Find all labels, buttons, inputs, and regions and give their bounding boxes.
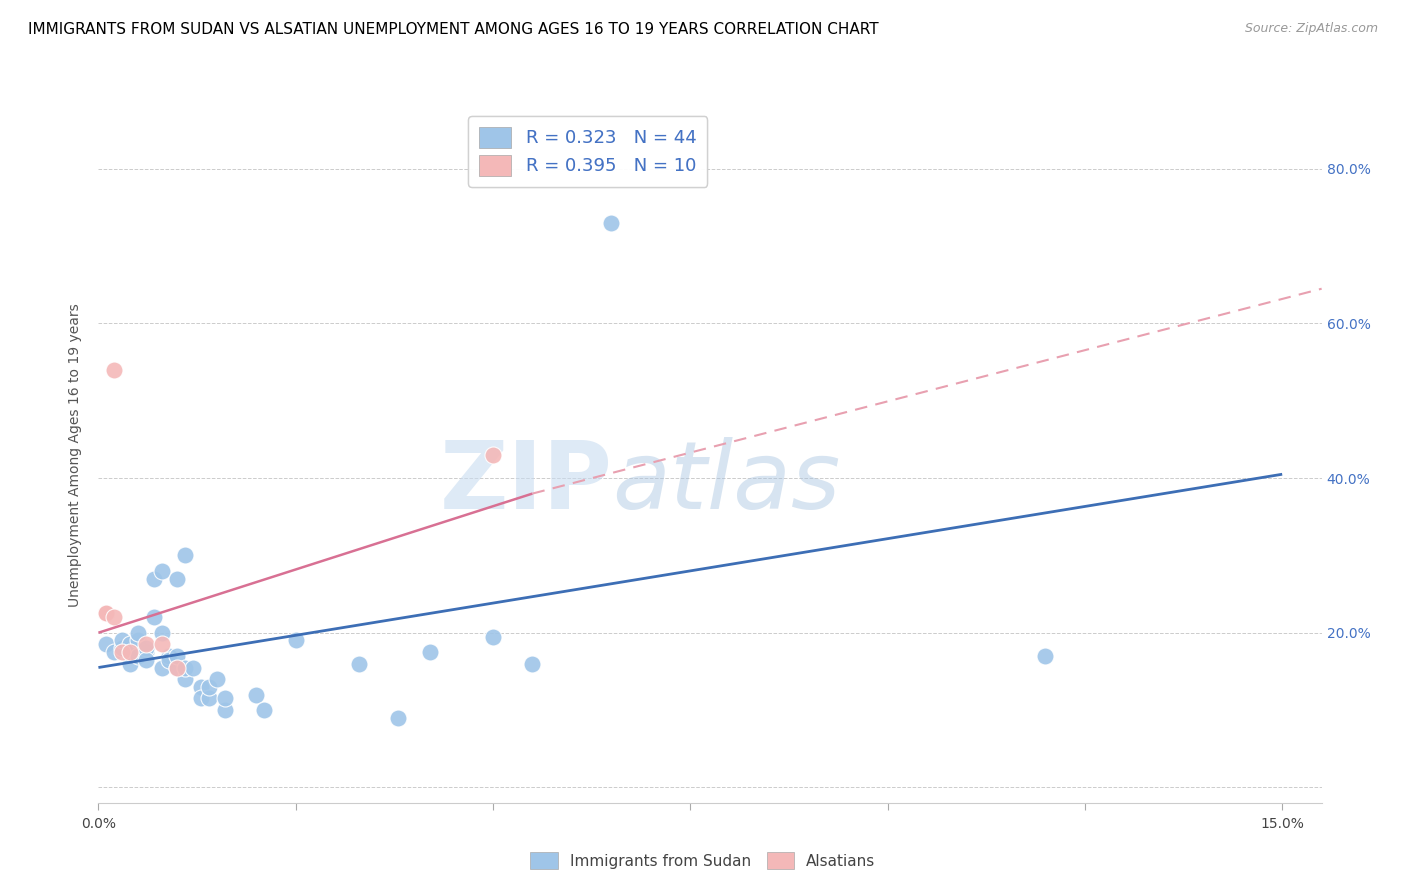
Point (166, 572, 188, 586)
Point (245, 688, 267, 702)
Point (96, 607, 118, 621)
Point (118, 657, 141, 671)
Point (159, 653, 181, 667)
Point (150, 637, 173, 651)
Text: ZIP: ZIP (439, 437, 612, 529)
Point (159, 648, 181, 663)
Point (284, 633, 307, 648)
Legend: R = 0.323   N = 44, R = 0.395   N = 10: R = 0.323 N = 44, R = 0.395 N = 10 (468, 116, 707, 186)
Point (135, 645, 157, 659)
Point (482, 448, 505, 462)
Point (135, 637, 157, 651)
Point (190, 680, 212, 694)
Point (166, 648, 188, 663)
Point (205, 672, 228, 686)
Point (347, 657, 370, 671)
Point (111, 645, 134, 659)
Point (1035, 648, 1057, 663)
Point (166, 660, 188, 674)
Point (387, 711, 409, 725)
Y-axis label: Unemployment Among Ages 16 to 19 years: Unemployment Among Ages 16 to 19 years (69, 303, 83, 607)
Point (103, 645, 125, 659)
Point (118, 637, 141, 651)
Point (214, 703, 236, 717)
Point (111, 633, 134, 648)
Point (96, 637, 118, 651)
Text: IMMIGRANTS FROM SUDAN VS ALSATIAN UNEMPLOYMENT AMONG AGES 16 TO 19 YEARS CORRELA: IMMIGRANTS FROM SUDAN VS ALSATIAN UNEMPL… (28, 22, 879, 37)
Point (174, 672, 197, 686)
Point (118, 645, 141, 659)
Point (174, 549, 197, 563)
Point (127, 633, 149, 648)
Point (127, 625, 149, 640)
Point (103, 610, 125, 624)
Legend: Immigrants from Sudan, Alsatians: Immigrants from Sudan, Alsatians (524, 846, 882, 875)
Point (166, 660, 188, 674)
Text: atlas: atlas (612, 437, 841, 528)
Point (174, 660, 197, 674)
Point (150, 660, 173, 674)
Text: Source: ZipAtlas.com: Source: ZipAtlas.com (1244, 22, 1378, 36)
Point (198, 680, 221, 694)
Point (419, 645, 441, 659)
Point (127, 648, 149, 663)
Point (522, 657, 544, 671)
Point (142, 572, 165, 586)
Point (111, 641, 134, 656)
Point (253, 703, 276, 717)
Point (190, 691, 212, 706)
Point (198, 691, 221, 706)
Point (482, 630, 505, 644)
Point (600, 216, 623, 230)
Point (135, 641, 157, 656)
Point (103, 363, 125, 377)
Point (214, 691, 236, 706)
Point (96, 607, 118, 621)
Point (150, 564, 173, 578)
Point (142, 610, 165, 624)
Point (135, 653, 157, 667)
Point (150, 625, 173, 640)
Point (181, 660, 204, 674)
Point (118, 645, 141, 659)
